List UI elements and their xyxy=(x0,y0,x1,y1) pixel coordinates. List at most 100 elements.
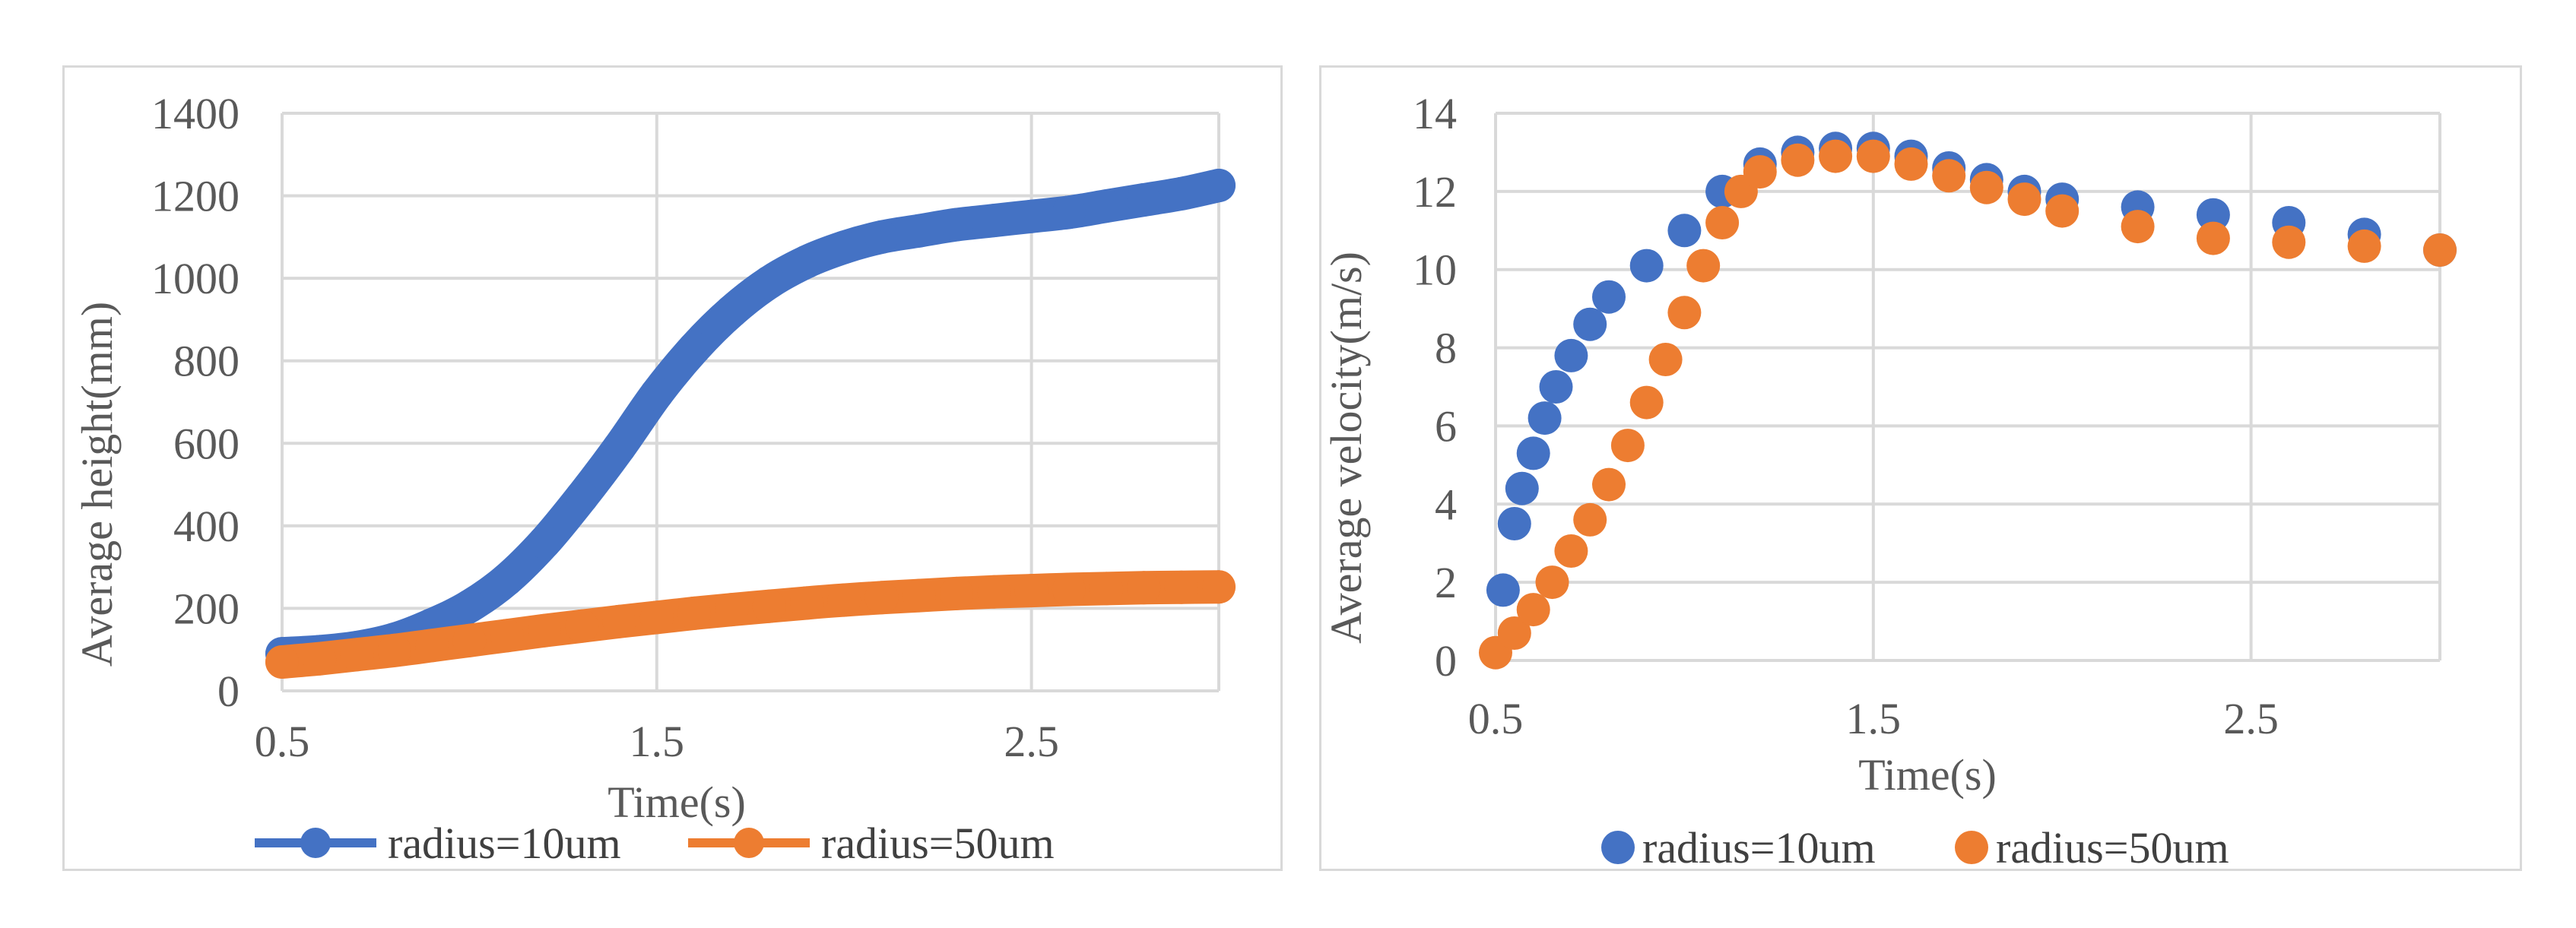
x-tick-label: 2.5 xyxy=(2223,694,2279,743)
data-point xyxy=(490,619,524,653)
data-point xyxy=(977,575,1011,609)
series-radius=50um xyxy=(1479,139,2457,670)
data-point xyxy=(1667,296,1702,330)
legend-label: radius=10um xyxy=(1642,823,1876,869)
legend-label: radius=10um xyxy=(388,819,621,868)
data-point xyxy=(2045,194,2080,228)
data-point xyxy=(1573,502,1607,537)
data-point xyxy=(715,294,749,328)
y-tick-label: 1000 xyxy=(151,254,240,303)
data-point xyxy=(902,578,936,613)
data-point xyxy=(827,583,861,617)
data-point xyxy=(452,623,487,657)
y-tick-label: 0 xyxy=(1435,636,1457,686)
x-tick-label: 1.5 xyxy=(1846,694,1902,743)
data-point xyxy=(789,586,823,620)
data-point xyxy=(1090,189,1124,223)
y-tick-label: 1400 xyxy=(151,89,240,138)
data-point xyxy=(1969,170,2003,204)
x-axis-title: Time(s) xyxy=(1858,750,1997,800)
data-point xyxy=(1164,570,1198,604)
legend-marker-swatch xyxy=(1601,831,1635,864)
x-tick-label: 2.5 xyxy=(1004,717,1059,766)
data-point xyxy=(490,562,524,597)
data-point xyxy=(1592,280,1626,314)
data-point xyxy=(1486,573,1520,607)
y-tick-label: 0 xyxy=(217,667,240,716)
data-point xyxy=(2272,225,2306,259)
data-point xyxy=(1164,176,1198,211)
data-point xyxy=(752,265,786,299)
x-tick-label: 0.5 xyxy=(1468,694,1524,743)
data-point xyxy=(864,581,899,615)
data-point xyxy=(1127,571,1161,605)
data-point xyxy=(1127,183,1161,217)
data-point xyxy=(715,593,749,627)
y-tick-label: 1200 xyxy=(151,172,240,221)
data-point xyxy=(1705,206,1740,239)
data-point xyxy=(1516,436,1550,470)
y-tick-label: 12 xyxy=(1413,167,1457,217)
legend-marker-swatch xyxy=(1955,831,1988,864)
y-axis-title: Average height(mm) xyxy=(72,302,122,667)
data-point xyxy=(977,204,1011,238)
data-point xyxy=(1894,147,1928,181)
data-point xyxy=(1497,507,1531,540)
data-point xyxy=(1014,574,1048,608)
x-tick-label: 0.5 xyxy=(255,717,310,766)
data-point xyxy=(677,596,712,630)
y-tick-label: 400 xyxy=(173,502,240,551)
x-tick-label: 1.5 xyxy=(630,717,685,766)
velocity-chart-panel: 0 2 4 6 8 10 12 14 0.5 1.5 2.5 Average velocity(m/… xyxy=(1319,65,2522,873)
data-point xyxy=(1743,155,1777,189)
y-axis-title: Average velocity(m/s) xyxy=(1321,252,1371,644)
data-point xyxy=(940,576,973,610)
data-point xyxy=(1539,370,1573,404)
data-point xyxy=(565,480,599,514)
data-point xyxy=(1535,565,1569,600)
data-point xyxy=(1573,307,1607,341)
data-point xyxy=(377,633,411,667)
legend-marker-swatch xyxy=(300,828,331,858)
data-point xyxy=(452,589,487,623)
data-point xyxy=(1516,593,1550,627)
data-point xyxy=(2007,182,2041,217)
data-point xyxy=(1052,572,1086,607)
y-tick-label: 800 xyxy=(173,337,240,386)
data-point xyxy=(1629,249,1664,283)
data-point xyxy=(2196,221,2230,255)
y-tick-label: 8 xyxy=(1435,324,1457,373)
data-point xyxy=(602,430,636,464)
data-point xyxy=(2196,198,2230,232)
data-point xyxy=(340,638,374,672)
data-point xyxy=(1932,159,1966,193)
data-point xyxy=(1648,343,1683,376)
data-point xyxy=(1610,429,1645,463)
legend-marker-swatch xyxy=(734,828,764,858)
data-point xyxy=(1202,570,1236,604)
legend-entry: radius=50um xyxy=(1955,823,2229,873)
data-point xyxy=(2423,233,2457,267)
data-point xyxy=(677,331,712,366)
data-point xyxy=(1592,467,1626,502)
data-point xyxy=(752,589,786,623)
data-point xyxy=(1014,199,1048,233)
data-point xyxy=(1781,143,1815,177)
height-chart: 0 200 400 600 800 1000 1200 1400 0.5 1.5 2.5 Avera… xyxy=(72,89,1236,868)
data-point xyxy=(1505,471,1539,505)
y-tick-label: 600 xyxy=(173,419,240,468)
data-point xyxy=(639,377,674,411)
data-point xyxy=(303,641,337,676)
legend: radius=10um radius=50um xyxy=(1601,823,2229,873)
legend-label: radius=50um xyxy=(1996,823,2229,869)
y-tick-label: 14 xyxy=(1413,89,1457,138)
legend-label: radius=50um xyxy=(821,819,1055,868)
data-point xyxy=(528,613,561,648)
data-point xyxy=(415,629,449,663)
series-radius=50um xyxy=(265,570,1236,679)
data-point xyxy=(1528,401,1562,435)
legend-entry: radius=50um xyxy=(688,819,1055,868)
data-point xyxy=(827,230,861,264)
height-chart-panel: 0 200 400 600 800 1000 1200 1400 0.5 1.5 2.5 Avera… xyxy=(62,65,1283,871)
data-point xyxy=(1497,616,1531,650)
